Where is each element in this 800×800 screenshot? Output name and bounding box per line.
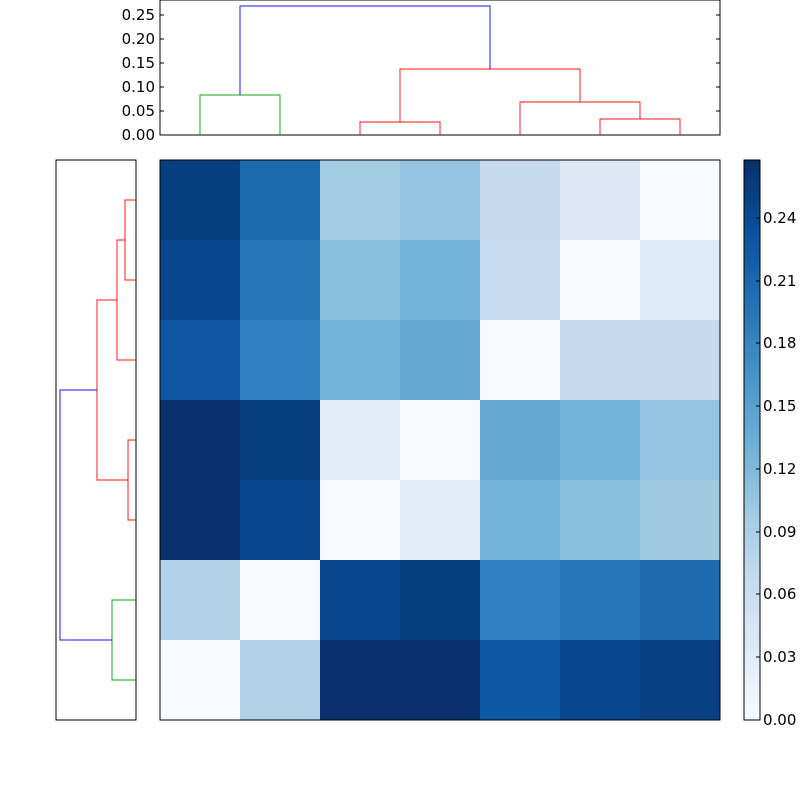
colorbar-tick-label: 0.12	[763, 460, 796, 478]
colorbar-tick-label: 0.15	[763, 397, 796, 415]
heatmap-cell	[240, 240, 320, 320]
top-dendrogram-y-axis: 0.25 0.20 0.15 0.10 0.05 0.00	[122, 6, 720, 144]
left-link-blue-root	[59, 389, 112, 641]
colorbar-tick-label: 0.06	[763, 585, 796, 603]
y-tick-label: 0.10	[122, 78, 155, 96]
heatmap-cell	[560, 480, 640, 560]
colorbar-tick-label: 0.03	[763, 648, 796, 666]
heatmap-cell	[560, 320, 640, 400]
heatmap-cell	[480, 240, 560, 320]
heatmap-cell	[320, 320, 400, 400]
colorbar-tick-label: 0.18	[763, 334, 796, 352]
heatmap-cell	[480, 400, 560, 480]
heatmap-cell	[640, 640, 720, 720]
heatmap-cell	[160, 400, 240, 480]
heatmap-cell	[640, 160, 720, 240]
heatmap-cell	[400, 480, 480, 560]
heatmap-cell	[400, 400, 480, 480]
heatmap-cell	[320, 480, 400, 560]
colorbar-tick-label: 0.00	[763, 711, 796, 729]
heatmap-cell	[240, 320, 320, 400]
heatmap-cell	[640, 320, 720, 400]
heatmap-cell	[640, 560, 720, 640]
heatmap-cell	[320, 560, 400, 640]
heatmap-frame	[159, 159, 721, 721]
y-tick-label: 0.05	[122, 102, 155, 120]
colorbar: 0.24 0.21 0.18 0.15 0.12 0.09 0.06 0.03 0.00	[743, 159, 796, 729]
heatmap-cell	[480, 640, 560, 720]
heatmap-cell	[240, 480, 320, 560]
heatmap-cell	[480, 160, 560, 240]
heatmap-cell	[400, 160, 480, 240]
heatmap-cell	[640, 240, 720, 320]
y-tick-label: 0.25	[122, 6, 155, 24]
top-dendrogram-links	[199, 5, 681, 135]
heatmap-cell	[320, 400, 400, 480]
y-tick-label: 0.15	[122, 54, 155, 72]
heatmap-cell	[320, 240, 400, 320]
heatmap-cell	[160, 560, 240, 640]
top-link-blue-root	[239, 5, 491, 95]
y-tick-label: 0.20	[122, 30, 155, 48]
colorbar-tick-label: 0.21	[763, 272, 796, 290]
heatmap-cell	[480, 320, 560, 400]
heatmap-cell	[160, 320, 240, 400]
heatmap-cell	[560, 560, 640, 640]
heatmap-cell	[240, 160, 320, 240]
top-dendrogram: 0.25 0.20 0.15 0.10 0.05 0.00	[122, 0, 721, 144]
heatmap-cell	[160, 160, 240, 240]
heatmap-cell	[560, 400, 640, 480]
heatmap-cell	[640, 480, 720, 560]
heatmap	[160, 160, 720, 720]
heatmap-cell	[400, 320, 480, 400]
heatmap-cell	[320, 640, 400, 720]
heatmap-cell	[240, 400, 320, 480]
heatmap-cell	[400, 240, 480, 320]
left-dendrogram-frame	[55, 159, 137, 721]
heatmap-cell	[480, 480, 560, 560]
left-dendrogram	[55, 159, 137, 721]
colorbar-tick-label: 0.09	[763, 523, 796, 541]
heatmap-cell	[320, 160, 400, 240]
heatmap-cell	[400, 560, 480, 640]
heatmap-cell	[560, 240, 640, 320]
top-dendrogram-frame	[159, 0, 721, 136]
heatmap-cell	[160, 640, 240, 720]
colorbar-gradient	[743, 159, 761, 721]
colorbar-ticks: 0.24 0.21 0.18 0.15 0.12 0.09 0.06 0.03 0.00	[756, 209, 796, 729]
heatmap-cell	[560, 640, 640, 720]
heatmap-cell	[480, 560, 560, 640]
heatmap-cell	[160, 480, 240, 560]
heatmap-cell	[160, 240, 240, 320]
colorbar-tick-label: 0.24	[763, 209, 796, 227]
heatmap-cell	[560, 160, 640, 240]
heatmap-cell	[240, 640, 320, 720]
heatmap-cell	[640, 400, 720, 480]
heatmap-cell	[400, 640, 480, 720]
heatmap-cell	[240, 560, 320, 640]
y-tick-label: 0.00	[122, 126, 155, 144]
